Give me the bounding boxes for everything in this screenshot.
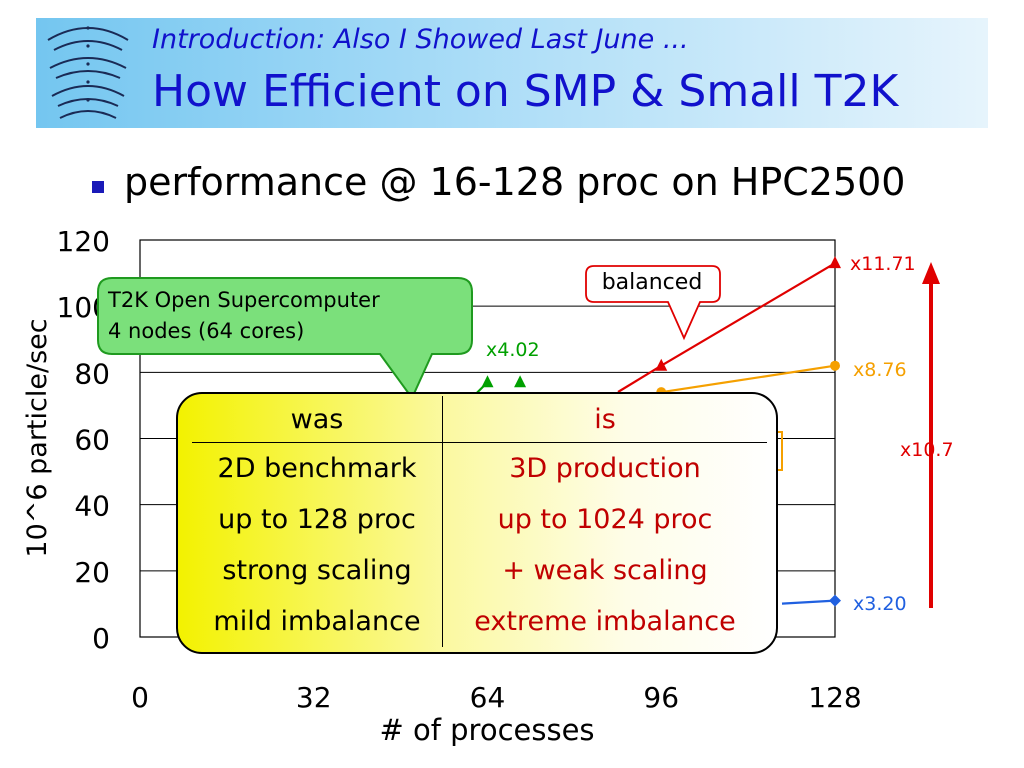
y-tick-label: 40 <box>74 490 110 523</box>
table-row: strong scaling + weak scaling <box>192 545 767 596</box>
comparison-box: was is 2D benchmark 3D production up to … <box>176 392 778 654</box>
table-cell-is: + weak scaling <box>502 555 708 586</box>
table-cell-was: up to 128 proc <box>192 494 443 545</box>
slide-title: How Efficient on SMP & Small T2K <box>152 66 899 117</box>
balanced-label: balanced <box>601 270 703 295</box>
y-tick-label: 20 <box>74 556 110 589</box>
balanced-callout-bubble <box>585 265 721 341</box>
callout-label: T2K Open Supercomputer 4 nodes (64 cores… <box>108 285 380 347</box>
y-tick-label: 120 <box>57 225 110 258</box>
x-axis-label: # of processes <box>379 713 594 747</box>
data-point <box>514 375 527 388</box>
x-tick-label: 64 <box>470 681 506 714</box>
table-header-row: was is <box>192 396 767 443</box>
table-cell-was: strong scaling <box>192 545 443 596</box>
table-cell-was: 2D benchmark <box>192 442 443 494</box>
annotation-x4-02: x4.02 <box>486 339 540 361</box>
y-tick-label: 0 <box>92 622 110 655</box>
bullet-square-icon <box>92 181 104 193</box>
bullet-text: performance @ 16-128 proc on HPC2500 <box>124 160 906 204</box>
header-was: was <box>192 396 443 443</box>
callout-bubble <box>97 277 473 400</box>
callout-line-1: T2K Open Supercomputer <box>108 288 380 312</box>
table-cell-is: extreme imbalance <box>474 606 736 637</box>
annotation-x8-76: x8.76 <box>853 359 907 381</box>
x-tick-label: 32 <box>296 681 332 714</box>
data-point <box>829 256 841 269</box>
series-line <box>781 599 836 605</box>
x-tick-label: 96 <box>643 681 679 714</box>
table-row: up to 128 proc up to 1024 proc <box>192 494 767 545</box>
y-tick-label: 80 <box>74 357 110 390</box>
x-tick-label: 128 <box>808 681 861 714</box>
chart-series <box>472 256 841 607</box>
y-tick-label: 60 <box>74 424 110 457</box>
data-point <box>830 360 840 371</box>
annotation-x3-20: x3.20 <box>853 593 907 615</box>
x-tick-label: 0 <box>131 681 149 714</box>
table-row: mild imbalance extreme imbalance <box>192 596 767 647</box>
series-line <box>617 364 662 393</box>
series-line <box>660 262 836 367</box>
scale-arrow-head <box>922 262 940 284</box>
table-cell-is: up to 1024 proc <box>497 504 713 535</box>
comparison-table: was is 2D benchmark 3D production up to … <box>192 396 767 647</box>
y-axis-label: 10^6 particle/sec <box>22 318 53 557</box>
callout-line-2: 4 nodes (64 cores) <box>108 319 305 343</box>
table-cell-is: 3D production <box>509 453 701 484</box>
title-banner <box>36 18 988 128</box>
series-line <box>661 364 836 394</box>
slide-subtitle: Introduction: Also I Showed Last June ..… <box>152 24 689 55</box>
antenna-logo-icon <box>47 26 129 119</box>
header-is: is <box>442 396 767 443</box>
annotation-x11-71: x11.71 <box>850 253 916 275</box>
annotation-x10-7: x10.7 <box>900 439 954 461</box>
table-cell-was: mild imbalance <box>192 596 443 647</box>
table-row: 2D benchmark 3D production <box>192 442 767 494</box>
